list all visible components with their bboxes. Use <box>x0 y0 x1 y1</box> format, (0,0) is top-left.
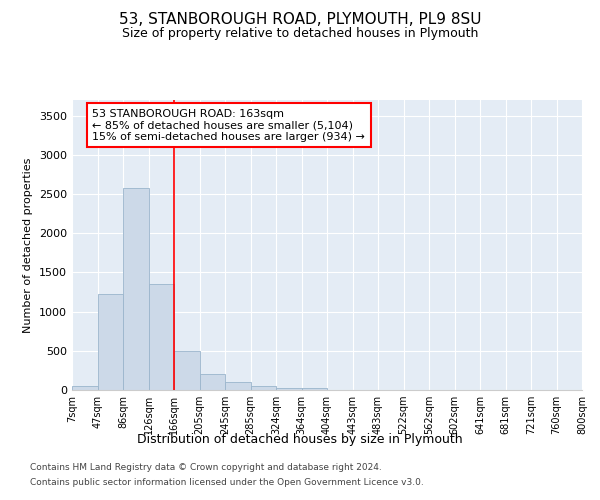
Text: Contains HM Land Registry data © Crown copyright and database right 2024.: Contains HM Land Registry data © Crown c… <box>30 463 382 472</box>
Bar <box>225 382 251 390</box>
Text: Contains public sector information licensed under the Open Government Licence v3: Contains public sector information licen… <box>30 478 424 487</box>
Bar <box>97 294 123 390</box>
Text: 53 STANBOROUGH ROAD: 163sqm
← 85% of detached houses are smaller (5,104)
15% of : 53 STANBOROUGH ROAD: 163sqm ← 85% of det… <box>92 108 365 142</box>
Bar <box>276 388 302 390</box>
Text: 53, STANBOROUGH ROAD, PLYMOUTH, PL9 8SU: 53, STANBOROUGH ROAD, PLYMOUTH, PL9 8SU <box>119 12 481 28</box>
Text: Size of property relative to detached houses in Plymouth: Size of property relative to detached ho… <box>122 28 478 40</box>
Bar <box>302 388 327 390</box>
Bar <box>174 351 199 390</box>
Text: Distribution of detached houses by size in Plymouth: Distribution of detached houses by size … <box>137 432 463 446</box>
Bar <box>149 284 174 390</box>
Bar <box>123 188 149 390</box>
Y-axis label: Number of detached properties: Number of detached properties <box>23 158 34 332</box>
Bar <box>199 374 225 390</box>
Bar <box>251 386 276 390</box>
Bar <box>72 386 97 390</box>
